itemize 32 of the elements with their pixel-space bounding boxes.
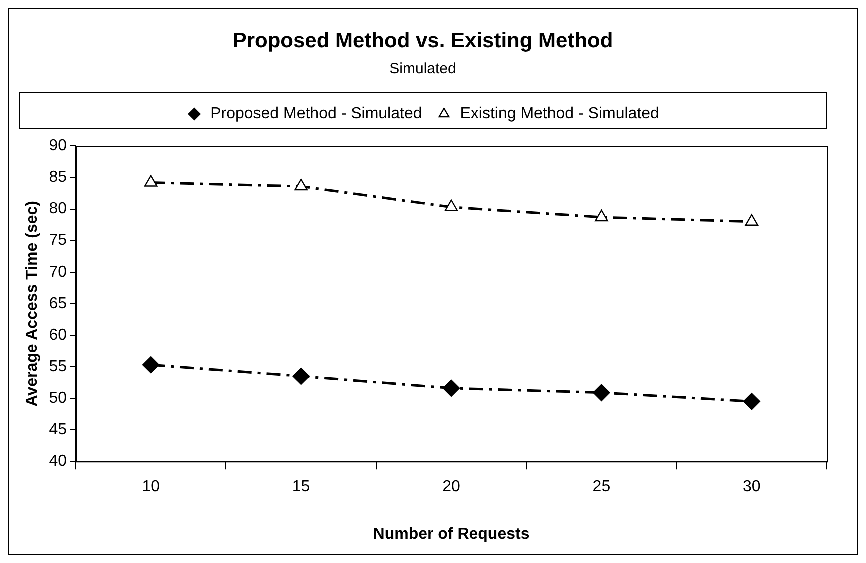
point (294, 178, 308, 191)
x-axis-title: Number of Requests (373, 526, 530, 543)
y-axis-title: Average Access Time (sec) (24, 201, 42, 407)
y-tick-label: 90 (49, 138, 68, 155)
x-tick-label: 15 (292, 478, 310, 496)
chart-title: Proposed Method vs. Existing Method (232, 29, 614, 52)
legend-label: Existing Method - Simulated (460, 106, 660, 123)
x-tick-label: 30 (743, 478, 761, 496)
y-tick-label: 45 (49, 421, 68, 438)
point (593, 384, 610, 402)
point (743, 393, 760, 410)
y-tick-label: 85 (49, 169, 68, 186)
x-tick-label: 25 (592, 478, 611, 496)
point (144, 175, 158, 187)
y-tick-label: 40 (49, 453, 68, 470)
chart-subtitle: Simulated (390, 60, 456, 78)
legend-label: Proposed Method - Simulated (210, 106, 422, 123)
x-tick-label: 20 (442, 478, 460, 496)
point (745, 214, 759, 226)
y-tick-label: 75 (49, 232, 68, 250)
y-tick-label: 70 (49, 264, 68, 281)
point (444, 200, 458, 212)
y-tick-label: 60 (49, 326, 68, 344)
y-tick-label: 55 (49, 358, 68, 376)
point (595, 210, 608, 222)
y-tick-label: 80 (49, 200, 68, 218)
point (292, 368, 310, 386)
point (442, 380, 460, 398)
point (142, 356, 160, 374)
x-tick-label: 10 (142, 478, 160, 496)
y-tick-label: 50 (49, 390, 68, 407)
y-tick-label: 65 (49, 295, 68, 312)
